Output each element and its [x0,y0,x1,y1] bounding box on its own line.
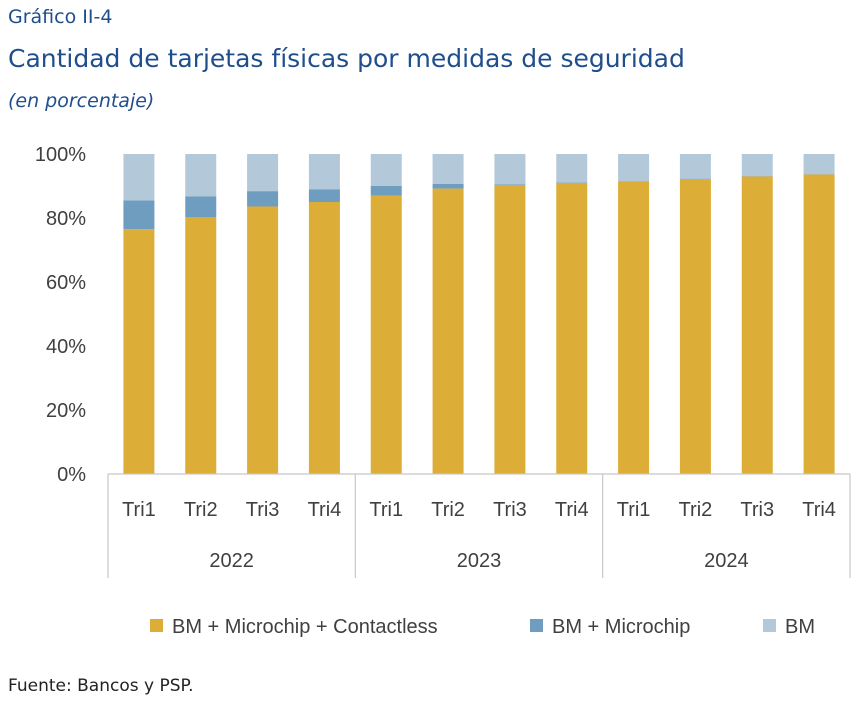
y-tick-label: 100% [35,144,86,166]
bar-segment-series-3 [618,154,650,182]
bar-segment-series-3 [494,154,526,185]
bar-segment-series-1 [494,185,526,475]
bar-segment-series-2 [618,181,650,182]
x-group-label: 2023 [457,550,502,572]
chart-subtitle: (en porcentaje) [8,90,155,112]
bar-segment-series-3 [123,154,155,201]
chart-kicker: Gráfico II-4 [8,6,113,28]
x-tick-label: Tri4 [802,499,836,521]
bar-segment-series-1 [370,195,402,474]
bar-segment-series-1 [308,202,340,474]
bars-layer [123,154,835,475]
bar-segment-series-3 [679,154,711,179]
y-tick-label: 20% [46,400,86,422]
bar-segment-series-2 [308,189,340,202]
legend-swatch [763,619,776,632]
y-tick-label: 0% [57,464,86,486]
x-tick-label: Tri3 [493,499,527,521]
x-tick-label: Tri1 [122,499,156,521]
bar-segment-series-1 [123,229,155,474]
x-tick-label: Tri4 [555,499,589,521]
bar-segment-series-3 [370,154,402,186]
x-tick-label: Tri2 [184,499,218,521]
bar-segment-series-1 [432,188,464,474]
legend-label: BM [785,616,815,638]
bar-segment-series-1 [556,182,588,475]
bar-segment-series-2 [123,200,155,230]
bar-segment-series-1 [803,174,835,475]
bar-segment-series-2 [432,183,464,189]
y-axis: 0% 20% 40% 60% 80% 100% [35,144,86,486]
x-tick-label: Tri4 [308,499,342,521]
bar-segment-series-1 [679,179,711,474]
y-tick-label: 60% [46,272,86,294]
bar-segment-series-2 [370,186,402,196]
x-tick-label: Tri2 [679,499,713,521]
bar-segment-series-1 [185,217,217,475]
x-tick-label: Tri3 [246,499,280,521]
source-note: Fuente: Bancos y PSP. [8,676,194,696]
bar-segment-series-2 [247,191,279,207]
bar-segment-series-2 [185,196,217,218]
x-group-label: 2024 [704,550,749,572]
x-tick-label: Tri1 [617,499,651,521]
x-tick-label: Tri2 [431,499,465,521]
x-tick-label: Tri3 [740,499,774,521]
chart-title: Cantidad de tarjetas físicas por medidas… [8,44,685,73]
legend-swatch [530,619,543,632]
bar-segment-series-3 [185,154,217,197]
bar-segment-series-3 [308,154,340,190]
y-tick-label: 40% [46,336,86,358]
legend-label: BM + Microchip + Contactless [172,616,438,638]
legend-swatch [150,619,163,632]
bar-segment-series-3 [741,154,773,177]
bar-segment-series-3 [803,154,835,175]
bar-segment-series-3 [247,154,279,192]
y-tick-label: 80% [46,208,86,230]
bar-segment-series-3 [432,154,464,184]
bar-segment-series-3 [556,154,588,183]
bar-segment-series-1 [618,181,650,474]
legend: BM + Microchip + Contactless BM + Microch… [150,616,815,638]
bar-segment-series-2 [494,184,526,186]
x-axis: Tri1 Tri2 Tri3 Tri4 Tri1 Tri2 Tri3 Tri4 Tri1 Tri2… [107,473,851,578]
x-group-label: 2022 [209,550,254,572]
bar-segment-series-2 [679,178,711,180]
bar-segment-series-1 [741,176,773,474]
bar-segment-series-2 [556,182,588,183]
x-tick-label: Tri1 [369,499,403,521]
bar-segment-series-1 [247,206,279,475]
legend-label: BM + Microchip [552,616,690,638]
